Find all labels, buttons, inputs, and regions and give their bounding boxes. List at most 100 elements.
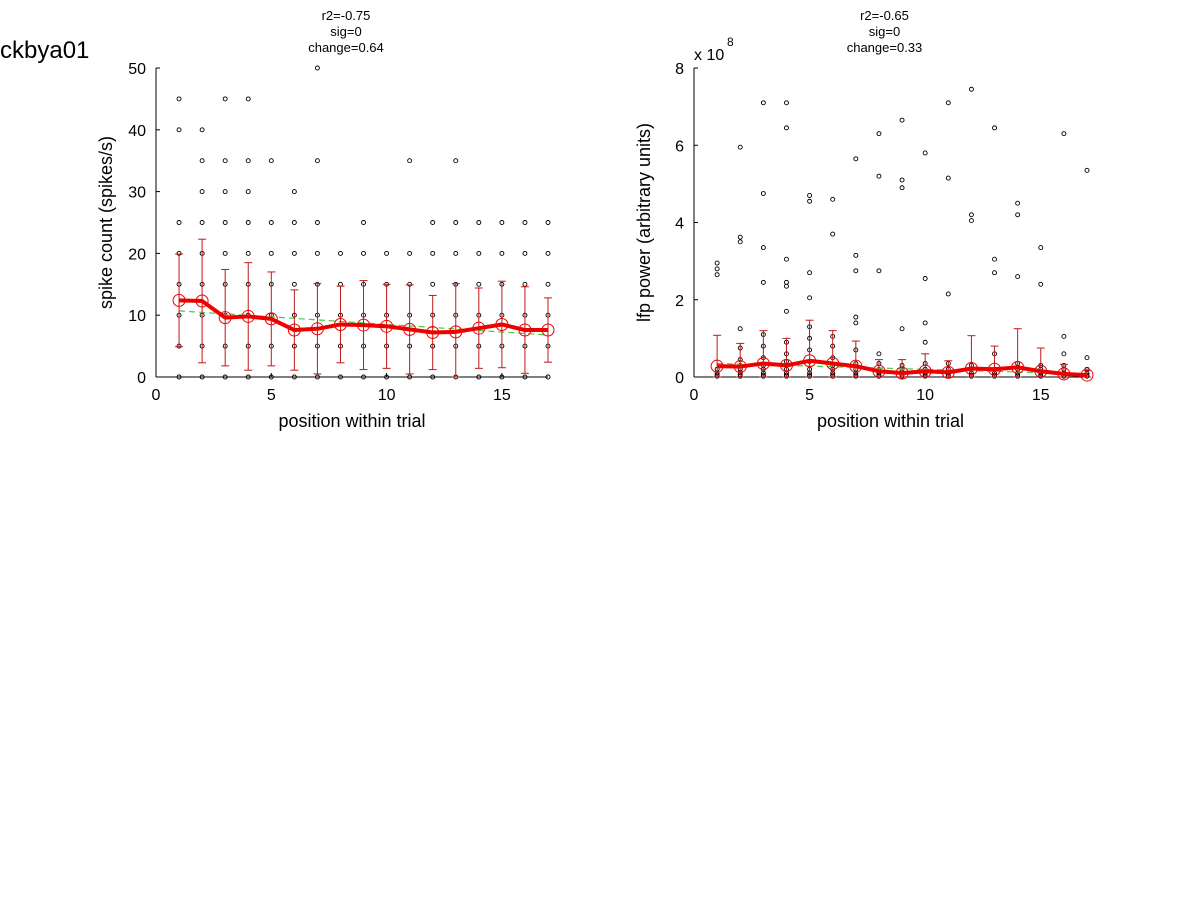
figure-id-label: ckbya01 xyxy=(0,37,89,64)
mean-point xyxy=(287,323,301,337)
trial-point xyxy=(1061,333,1067,339)
y-tick-label: 0 xyxy=(137,370,146,387)
trial-point xyxy=(430,374,436,380)
mean-point xyxy=(941,365,955,379)
trial-point xyxy=(760,279,766,285)
y-axis-label: spike count (spikes/s) xyxy=(96,136,116,309)
y-tick-label: 4 xyxy=(675,216,684,233)
mean-line xyxy=(179,298,548,335)
trial-point xyxy=(476,250,482,256)
trial-point xyxy=(1038,281,1044,287)
trial-point xyxy=(199,189,205,195)
mean-point xyxy=(1011,360,1025,374)
trial-point xyxy=(545,374,551,380)
trial-point xyxy=(968,212,974,218)
mean-point xyxy=(733,360,747,374)
mean-point xyxy=(426,326,440,340)
chart-title-line: r2=-0.65 xyxy=(860,8,909,23)
y-axis-label: lfp power (arbitrary units) xyxy=(634,123,654,322)
mean-point xyxy=(849,359,863,373)
trial-point xyxy=(453,250,459,256)
trial-point xyxy=(199,127,205,133)
mean-point xyxy=(756,356,770,370)
mean-point xyxy=(403,322,417,336)
x-tick-label: 15 xyxy=(1032,387,1050,404)
x-tick-label: 5 xyxy=(267,387,276,404)
trial-point xyxy=(545,250,551,256)
trial-point xyxy=(899,326,905,332)
trial-point xyxy=(784,308,789,314)
mean-line xyxy=(717,358,1088,378)
trial-point xyxy=(922,320,928,326)
trial-point xyxy=(222,220,228,225)
x-axis-label: position within trial xyxy=(817,411,964,431)
trial-point xyxy=(876,131,882,137)
mean-point xyxy=(449,325,463,339)
chart-title-line: sig=0 xyxy=(869,24,900,39)
trial-point xyxy=(945,175,951,181)
y-tick-label: 2 xyxy=(675,293,684,310)
trial-point xyxy=(291,220,297,225)
trial-point xyxy=(784,100,789,106)
trial-point xyxy=(968,218,974,224)
trial-point xyxy=(737,234,743,240)
trial-point xyxy=(338,374,343,380)
trial-point xyxy=(245,250,251,256)
trial-point xyxy=(760,100,766,106)
axis-exponent-label: x 10 xyxy=(694,47,724,64)
chart-title-line: change=0.33 xyxy=(847,40,923,55)
trial-point xyxy=(853,314,859,320)
mean-point xyxy=(218,311,232,325)
trial-point xyxy=(899,117,905,123)
trial-point xyxy=(807,270,813,276)
y-tick-label: 50 xyxy=(128,61,146,78)
mean-point xyxy=(357,318,371,332)
trial-point xyxy=(338,250,343,256)
mean-point xyxy=(380,319,394,333)
trial-point xyxy=(853,320,859,326)
trial-point xyxy=(714,266,720,272)
mean-point xyxy=(172,293,186,307)
trial-point xyxy=(430,250,436,256)
trial-point xyxy=(1015,274,1021,280)
mean-point xyxy=(310,322,324,336)
trial-point xyxy=(430,281,436,287)
trial-point xyxy=(176,220,182,225)
trial-point xyxy=(476,220,482,225)
mean-point xyxy=(1034,364,1048,378)
trial-point xyxy=(222,96,228,102)
trial-point xyxy=(1061,131,1067,137)
trial-point xyxy=(499,220,505,225)
trial-point xyxy=(314,220,320,225)
trial-point xyxy=(199,220,205,225)
trial-point xyxy=(784,279,789,285)
mean-point xyxy=(826,356,840,370)
trial-point xyxy=(522,374,528,380)
trial-point xyxy=(760,191,766,196)
trial-point xyxy=(522,250,528,256)
trial-point xyxy=(361,220,366,225)
trial-point xyxy=(291,374,297,380)
trial-point xyxy=(176,127,182,133)
y-tick-label: 40 xyxy=(128,123,146,140)
trial-point xyxy=(407,250,413,256)
trial-point xyxy=(291,189,297,195)
mean-point xyxy=(264,312,278,326)
trial-point xyxy=(968,86,974,92)
y-tick-label: 20 xyxy=(128,246,146,263)
trial-point xyxy=(830,231,836,237)
chart-title-line: r2=-0.75 xyxy=(322,8,371,23)
trial-point xyxy=(476,374,482,380)
trial-point xyxy=(176,96,182,102)
trial-point xyxy=(992,125,997,131)
mean-point xyxy=(1057,367,1071,381)
trial-point xyxy=(737,326,743,332)
mean-point xyxy=(964,362,978,376)
trial-point xyxy=(1038,245,1044,251)
trial-point xyxy=(714,272,720,278)
mean-point xyxy=(895,366,909,380)
trial-point xyxy=(714,260,720,266)
trial-point xyxy=(291,250,297,256)
